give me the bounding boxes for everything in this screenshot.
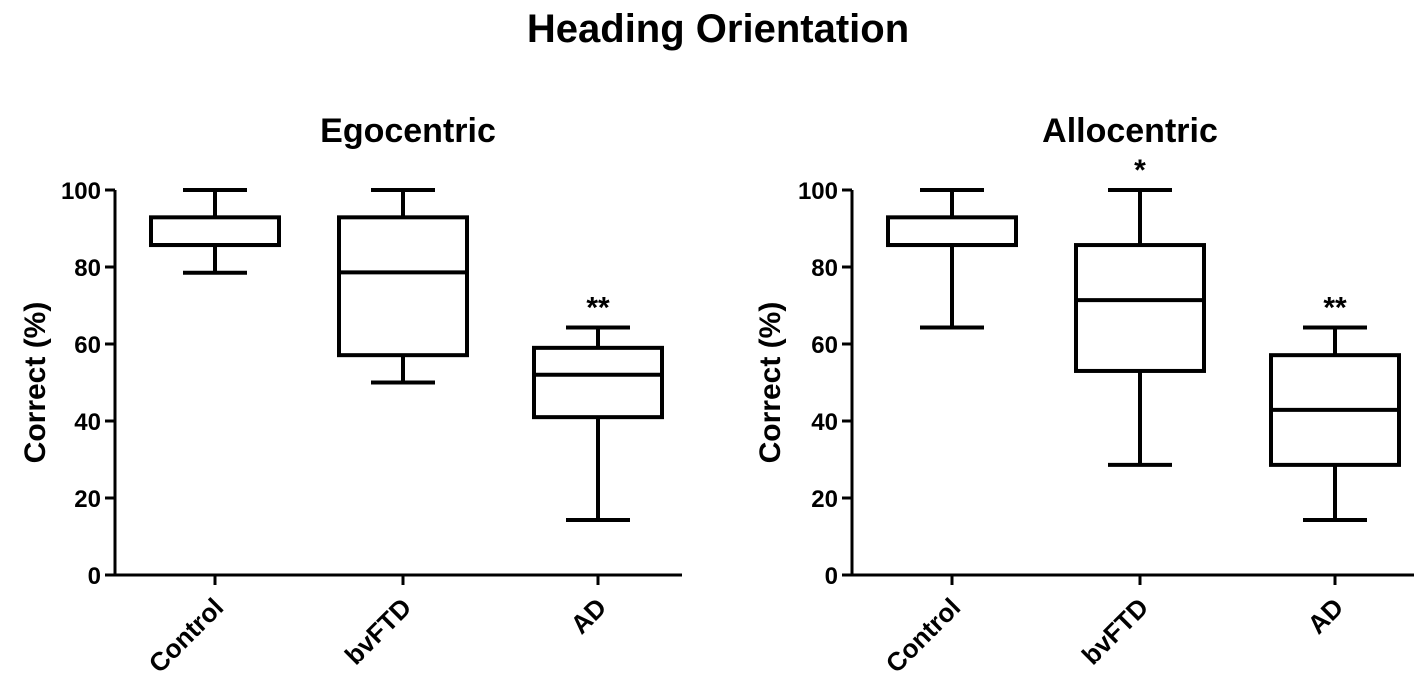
panel-title: Egocentric (320, 112, 496, 150)
y-tick-label: 60 (74, 332, 101, 359)
y-tick-label: 100 (61, 178, 101, 205)
x-tick-label-bvftd: bvFTD (1076, 592, 1154, 670)
box-control (886, 215, 1018, 248)
y-tick-label: 40 (811, 409, 838, 436)
y-tick-label: 60 (811, 332, 838, 359)
box-control (149, 215, 281, 248)
chart-panel-allocentric: Allocentric Correct (%) 0 20 40 60 80 100 Contro… (754, 112, 1414, 679)
y-tick-label: 80 (74, 255, 101, 282)
y-tick-label: 20 (811, 486, 838, 513)
box-ad (532, 345, 664, 420)
x-tick-label-bvftd: bvFTD (339, 592, 417, 670)
x-tick-label-control: Control (143, 592, 230, 679)
box-bvftd (1074, 243, 1206, 373)
chart-panel-egocentric: Egocentric Correct (%) 0 20 40 60 80 100 Control… (19, 112, 682, 679)
y-axis-label: Correct (%) (19, 302, 52, 464)
y-tick-label: 80 (811, 255, 838, 282)
y-tick-label: 20 (74, 486, 101, 513)
box-bvftd (337, 215, 469, 358)
significance-marker: * (1134, 154, 1146, 187)
y-tick-label: 40 (74, 409, 101, 436)
y-tick-label: 0 (88, 563, 101, 590)
x-tick-label-ad: AD (1301, 592, 1349, 640)
panel-title: Allocentric (1042, 112, 1218, 150)
figure-title: Heading Orientation (527, 7, 909, 51)
y-tick-label: 100 (798, 178, 838, 205)
y-axis-label: Correct (%) (754, 302, 787, 464)
significance-marker: ** (586, 291, 610, 324)
significance-marker: ** (1323, 291, 1347, 324)
y-tick-label: 0 (825, 563, 838, 590)
x-tick-label-ad: AD (564, 592, 612, 640)
x-tick-label-control: Control (880, 592, 967, 679)
